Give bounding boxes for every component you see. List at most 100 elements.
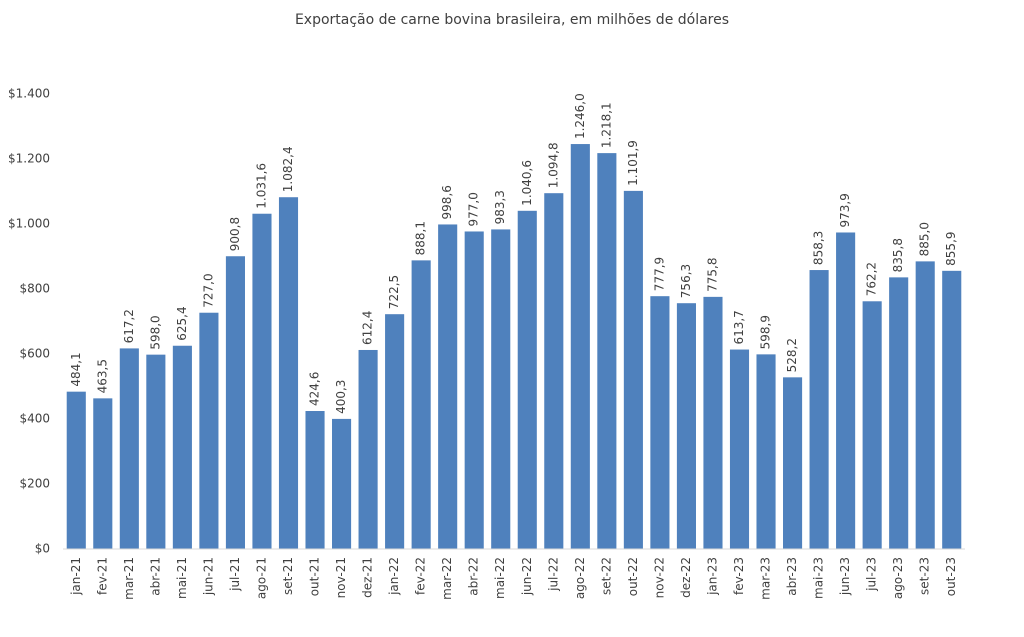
x-tick-label: jun-22	[520, 557, 534, 596]
bar	[411, 260, 431, 549]
x-tick-label: abr-21	[148, 557, 162, 596]
y-tick-label: $1.400	[8, 87, 50, 101]
x-tick-label: mai-21	[175, 557, 189, 599]
x-tick-label: mar-22	[440, 557, 454, 600]
bar	[676, 303, 696, 549]
data-label: 858,3	[812, 231, 826, 265]
bar	[332, 418, 352, 549]
data-label: 612,4	[361, 311, 375, 345]
x-tick-label: fev-22	[414, 557, 428, 595]
data-label: 885,0	[918, 222, 932, 256]
x-tick-label: jan-22	[387, 557, 401, 596]
data-label: 1.101,9	[626, 140, 640, 186]
x-tick-label: jun-21	[201, 557, 215, 596]
bar	[915, 261, 935, 549]
data-label: 777,9	[652, 257, 666, 291]
bar	[225, 256, 245, 549]
y-tick-label: $0	[35, 542, 50, 556]
data-label: 973,9	[838, 193, 852, 227]
bar	[703, 296, 723, 549]
data-label: 625,4	[175, 306, 189, 340]
bar	[358, 349, 378, 549]
bar	[650, 296, 670, 549]
bar	[146, 354, 166, 549]
x-tick-label: jan-23	[705, 557, 719, 596]
data-label: 1.031,6	[254, 163, 268, 209]
chart-title: Exportação de carne bovina brasileira, e…	[295, 12, 729, 28]
x-tick-label: ago-23	[891, 557, 905, 599]
y-tick-label: $600	[19, 347, 50, 361]
data-label: 1.040,6	[520, 160, 534, 206]
data-label: 722,5	[387, 275, 401, 309]
bar	[570, 144, 590, 550]
y-tick-label: $400	[19, 412, 50, 426]
data-label: 775,8	[705, 258, 719, 292]
x-tick-label: out-22	[626, 557, 640, 596]
x-tick-label: mar-21	[122, 557, 136, 600]
bar	[491, 229, 511, 550]
bar	[252, 213, 272, 550]
x-tick-label: ago-22	[573, 557, 587, 599]
x-tick-label: out-23	[944, 557, 958, 596]
x-tick-label: set-22	[599, 557, 613, 595]
data-label: 1.218,1	[599, 102, 613, 148]
bar	[544, 193, 564, 549]
data-label: 400,3	[334, 380, 348, 414]
bar	[729, 349, 750, 549]
data-label: 762,2	[865, 262, 879, 296]
y-tick-label: $800	[19, 282, 50, 296]
x-tick-label: jul-21	[228, 557, 242, 592]
data-label: 463,5	[95, 359, 109, 393]
x-tick-label: dez-22	[679, 557, 693, 598]
data-label: 900,8	[228, 217, 242, 251]
data-label: 617,2	[122, 309, 136, 343]
y-tick-label: $1.200	[8, 152, 50, 166]
x-tick-label: abr-22	[467, 557, 481, 596]
bar	[597, 153, 617, 549]
data-label: 1.246,0	[573, 93, 587, 139]
bar	[623, 190, 643, 549]
data-label: 855,9	[944, 231, 958, 265]
data-label: 424,6	[308, 372, 322, 406]
x-tick-label: jun-23	[838, 557, 852, 596]
data-label: 528,2	[785, 338, 799, 372]
data-label: 998,6	[440, 185, 454, 219]
bar	[305, 411, 325, 549]
bar	[172, 345, 192, 549]
x-tick-label: jan-21	[69, 557, 83, 596]
data-label: 613,7	[732, 310, 746, 344]
x-tick-label: mar-23	[759, 557, 773, 600]
x-tick-label: fev-23	[732, 557, 746, 595]
y-tick-label: $200	[19, 477, 50, 491]
bar	[385, 314, 405, 549]
x-tick-label: dez-21	[361, 557, 375, 598]
data-label: 727,0	[201, 273, 215, 307]
x-tick-label: set-23	[918, 557, 932, 595]
bar	[93, 398, 113, 549]
x-tick-label: abr-23	[785, 557, 799, 596]
data-label: 977,0	[467, 192, 481, 226]
x-tick-label: mai-22	[493, 557, 507, 599]
bar	[942, 270, 962, 549]
bar	[199, 312, 219, 549]
bar	[809, 270, 829, 549]
bar	[517, 210, 537, 549]
bar	[119, 348, 139, 549]
data-label: 484,1	[69, 352, 83, 386]
bar	[464, 231, 484, 549]
bar	[66, 391, 86, 549]
data-label: 983,3	[493, 190, 507, 224]
data-label: 1.082,4	[281, 146, 295, 192]
x-tick-label: nov-21	[334, 557, 348, 598]
bar	[862, 301, 882, 549]
x-tick-label: out-21	[308, 557, 322, 596]
bar	[438, 224, 458, 549]
x-tick-label: nov-22	[652, 557, 666, 598]
x-tick-label: jul-23	[865, 557, 879, 592]
bar	[783, 377, 803, 549]
data-label: 598,0	[148, 315, 162, 349]
bar	[889, 277, 909, 549]
y-tick-label: $1.000	[8, 217, 50, 231]
x-tick-label: set-21	[281, 557, 295, 595]
